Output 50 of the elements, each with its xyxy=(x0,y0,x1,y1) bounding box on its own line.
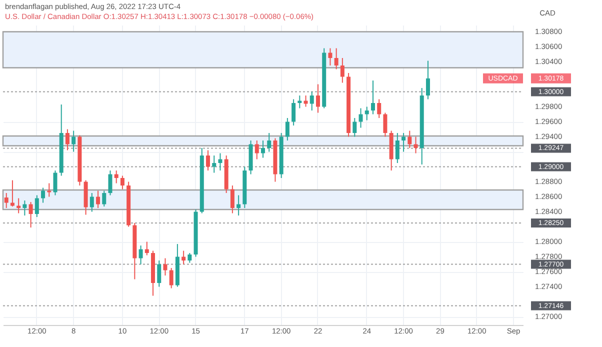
candlestick xyxy=(334,48,338,70)
candlestick xyxy=(383,112,388,138)
candlestick xyxy=(90,192,94,212)
candlestick xyxy=(157,260,162,288)
candlestick xyxy=(22,200,27,216)
candlestick xyxy=(34,194,39,218)
candlestick xyxy=(212,155,216,174)
candlestick xyxy=(408,130,412,148)
candlestick xyxy=(188,252,192,264)
candlestick xyxy=(28,202,33,228)
candlestick xyxy=(402,132,406,152)
candlestick xyxy=(328,48,332,66)
candlestick xyxy=(120,175,124,190)
candlestick xyxy=(163,258,168,276)
candlestick xyxy=(395,132,400,164)
candlestick xyxy=(370,80,375,115)
candlestick xyxy=(377,98,382,118)
candlestick xyxy=(426,60,430,100)
candlestick xyxy=(364,106,369,121)
candlestick xyxy=(236,194,241,216)
candlestick xyxy=(53,170,58,196)
candlestick xyxy=(352,118,357,138)
candlestick xyxy=(144,241,149,256)
candlestick xyxy=(230,185,234,214)
candlestick xyxy=(114,170,118,184)
candlestick xyxy=(108,170,112,196)
candlestick xyxy=(358,108,363,128)
candlestick xyxy=(206,150,210,171)
candlestick xyxy=(65,128,70,151)
candlestick xyxy=(10,180,14,207)
candlestick xyxy=(41,187,46,204)
candlestick xyxy=(182,250,186,265)
candlestick xyxy=(285,118,290,141)
candlestick xyxy=(292,98,296,126)
candlestick xyxy=(340,58,344,84)
candlestick xyxy=(102,190,106,207)
candlestick xyxy=(310,91,314,111)
candlestick xyxy=(4,192,8,208)
candlestick xyxy=(138,245,143,265)
candlestick xyxy=(169,268,174,289)
candlestick xyxy=(72,130,76,152)
candlestick xyxy=(414,136,418,154)
candlestick xyxy=(47,182,52,198)
candlestick xyxy=(261,140,265,158)
candlestick xyxy=(96,190,100,208)
candlestick xyxy=(267,132,272,152)
candlestick xyxy=(254,140,259,160)
candlestick xyxy=(316,84,320,114)
candlestick xyxy=(304,95,308,108)
candlestick xyxy=(218,152,222,171)
